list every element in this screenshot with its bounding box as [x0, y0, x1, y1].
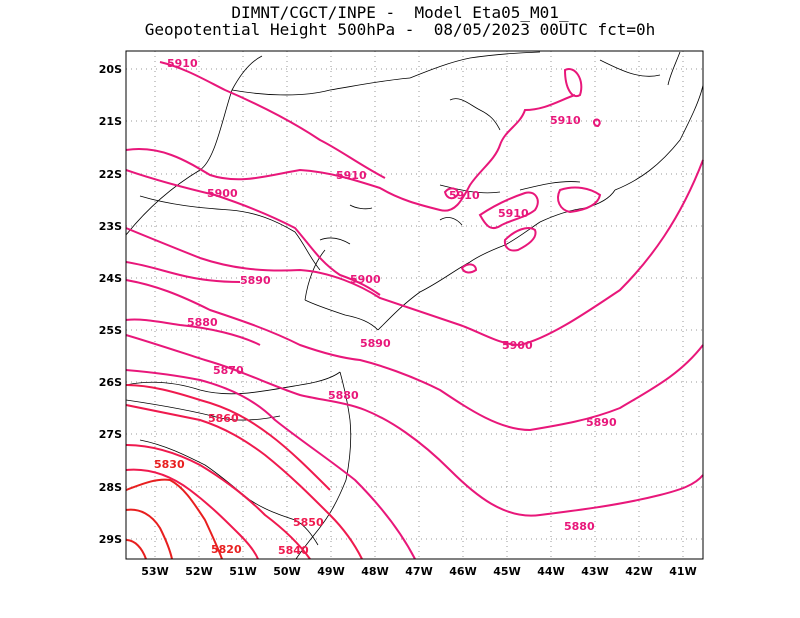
lon-tick-label: 42W: [625, 565, 652, 578]
contour-label: 5910: [449, 189, 480, 202]
contour-label: 5830: [154, 458, 185, 471]
contour-label: 5880: [564, 520, 595, 533]
lon-tick-label: 47W: [405, 565, 432, 578]
contour-5830: [125, 478, 223, 560]
lon-tick-label: 50W: [273, 565, 300, 578]
contour-5890: [125, 279, 704, 432]
lon-tick-label: 48W: [361, 565, 388, 578]
contour-5880-west: [125, 318, 261, 346]
lat-tick-label: 27S: [99, 428, 122, 441]
lat-tick-label: 22S: [99, 168, 122, 181]
contour-label: 5880: [187, 316, 218, 329]
contour-5820: [125, 508, 173, 560]
map-frame: [125, 50, 704, 560]
lon-tick-label: 43W: [581, 565, 608, 578]
lon-tick-label: 51W: [229, 565, 256, 578]
contour-5840: [125, 468, 259, 560]
grid-lines: [126, 51, 703, 559]
contour-5850: [125, 444, 311, 560]
contour-label: 5860: [208, 412, 239, 425]
lat-tick-label: 29S: [99, 533, 122, 546]
contour-5910-north: [159, 61, 386, 179]
lon-tick-label: 49W: [317, 565, 344, 578]
contour-5910-ne: [557, 186, 602, 214]
lon-tick-label: 45W: [493, 565, 520, 578]
contour-label: 5910: [498, 207, 529, 220]
lat-tick-label: 28S: [99, 481, 122, 494]
title-line-1: DIMNT/CGCT/INPE - Model Eta05_M01_: [231, 3, 569, 22]
contour-label: 5870: [213, 364, 244, 377]
lon-tick-label: 44W: [537, 565, 564, 578]
contour-5860-a: [125, 384, 331, 491]
contour-5870: [125, 369, 416, 560]
coastline-and-borders: [125, 51, 704, 560]
lat-tick-label: 23S: [99, 220, 122, 233]
contour-label: 5880: [328, 389, 359, 402]
lat-tick-label: 20S: [99, 63, 122, 76]
lon-tick-label: 41W: [669, 565, 696, 578]
contour-5860: [125, 404, 363, 560]
contour-label: 5890: [586, 416, 617, 429]
contour-label: 5840: [278, 544, 309, 557]
contour-label: 5890: [360, 337, 391, 350]
contour-5900-north: [125, 169, 381, 296]
lat-tick-label: 21S: [99, 115, 122, 128]
contour-5910: [125, 94, 576, 212]
lon-tick-label: 52W: [185, 565, 212, 578]
contour-5900: [125, 159, 704, 347]
map-title: DIMNT/CGCT/INPE - Model Eta05_M01_ Geopo…: [0, 4, 800, 38]
title-line-2: Geopotential Height 500hPa - 08/05/2023 …: [144, 20, 656, 39]
contour-label: 5910: [336, 169, 367, 182]
contour-5910-pt: [443, 187, 460, 200]
contour-5910-small: [563, 68, 583, 98]
longitude-labels: 53W 52W 51W 50W 49W 48W 47W 46W 45W 44W …: [141, 565, 696, 578]
contour-5910-isle: [503, 227, 537, 252]
contour-label: 5890: [240, 274, 271, 287]
contour-5910-pt2: [460, 263, 478, 274]
lat-tick-label: 25S: [99, 324, 122, 337]
contour-label: 5910: [167, 57, 198, 70]
contour-label: 5910: [550, 114, 581, 127]
contour-label: 5900: [350, 273, 381, 286]
lon-tick-label: 53W: [141, 565, 168, 578]
lat-tick-label: 26S: [99, 376, 122, 389]
contour-5880: [125, 334, 704, 517]
contour-lines: [125, 61, 704, 560]
contour-label: 5900: [207, 187, 238, 200]
lon-tick-label: 46W: [449, 565, 476, 578]
contour-label: 5900: [502, 339, 533, 352]
contour-labels: 5910 5910 5910 5910 5910 5900 5900 5900 …: [154, 57, 617, 557]
contour-5910-tiny: [593, 118, 601, 128]
contour-5890-west: [125, 261, 241, 283]
contour-5910-bay: [478, 191, 539, 230]
contour-label: 5820: [211, 543, 242, 556]
contour-label: 5850: [293, 516, 324, 529]
lat-tick-label: 24S: [99, 272, 122, 285]
latitude-labels: 20S 21S 22S 23S 24S 25S 26S 27S 28S 29S: [99, 63, 122, 546]
contour-5820-b: [125, 539, 147, 560]
